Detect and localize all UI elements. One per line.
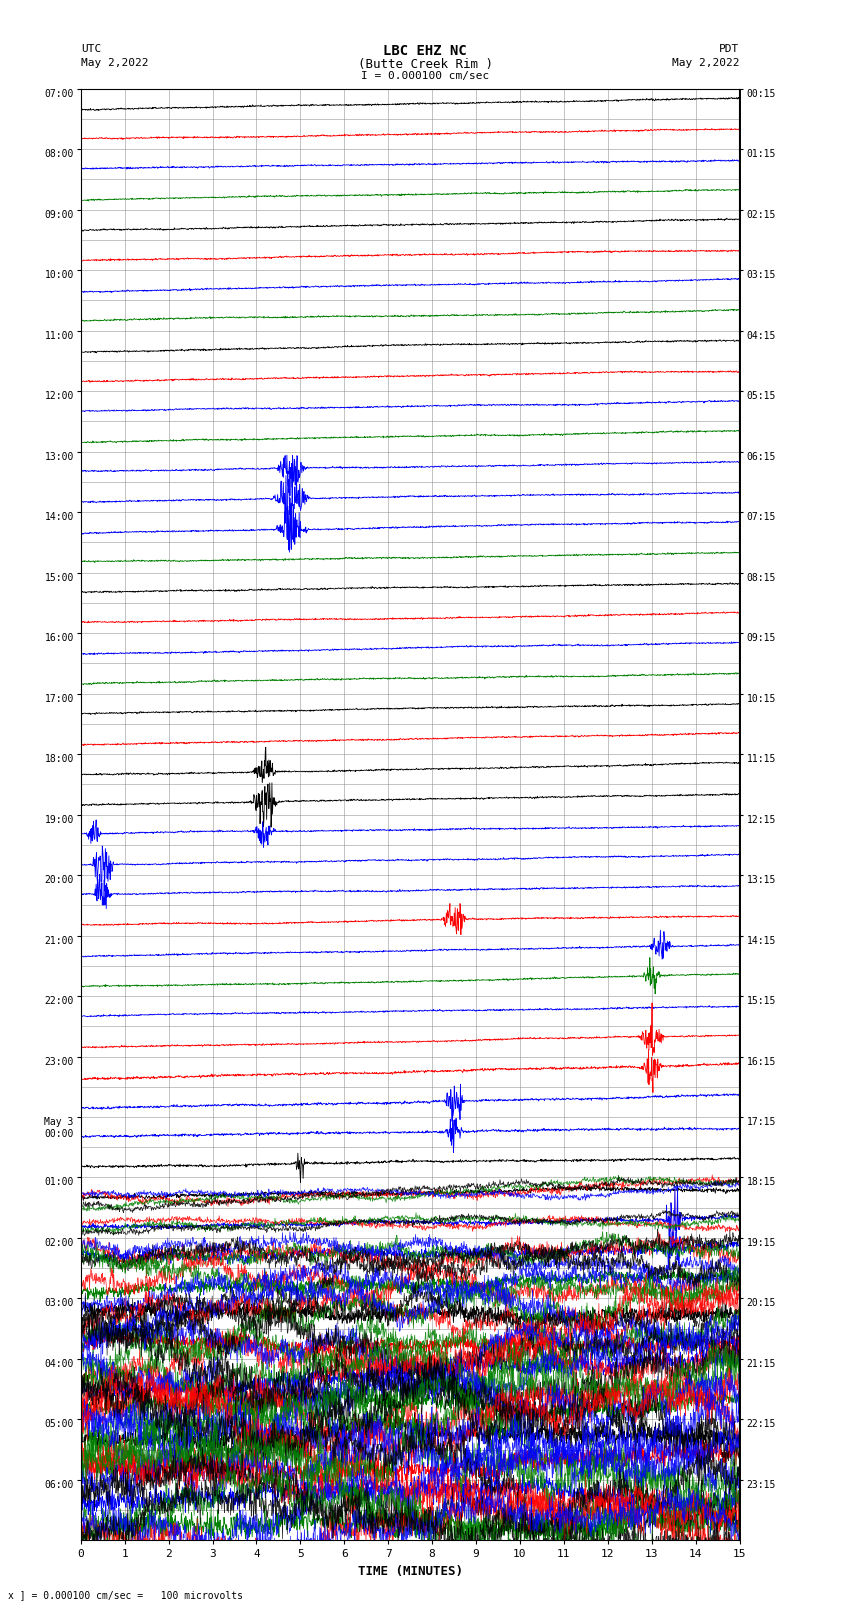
Text: x ] = 0.000100 cm/sec =   100 microvolts: x ] = 0.000100 cm/sec = 100 microvolts bbox=[8, 1590, 243, 1600]
Text: UTC: UTC bbox=[81, 44, 101, 53]
Text: PDT: PDT bbox=[719, 44, 740, 53]
Text: LBC EHZ NC: LBC EHZ NC bbox=[383, 44, 467, 58]
Text: (Butte Creek Rim ): (Butte Creek Rim ) bbox=[358, 58, 492, 71]
Text: May 2,2022: May 2,2022 bbox=[81, 58, 148, 68]
X-axis label: TIME (MINUTES): TIME (MINUTES) bbox=[358, 1565, 462, 1578]
Text: May 2,2022: May 2,2022 bbox=[672, 58, 740, 68]
Text: I = 0.000100 cm/sec: I = 0.000100 cm/sec bbox=[361, 71, 489, 81]
